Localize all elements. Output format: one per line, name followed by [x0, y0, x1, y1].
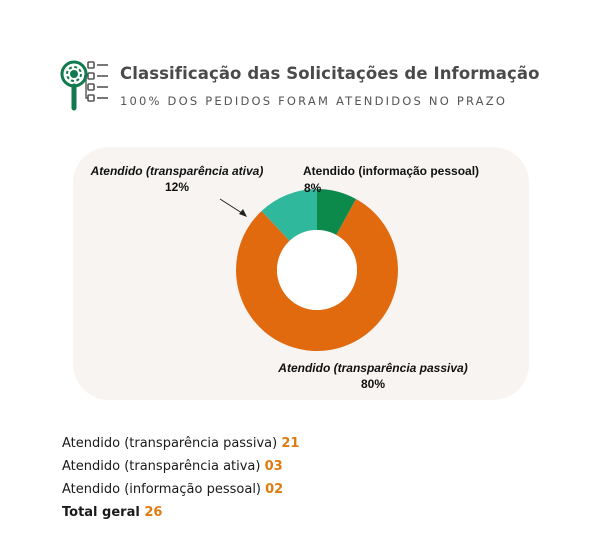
slice-label-informacao-pessoal: Atendido (informação pessoal): [303, 164, 479, 178]
slice-label-transparencia-passiva: Atendido (transparência passiva): [277, 361, 467, 375]
slice-percent-transparencia-passiva: 80%: [361, 377, 385, 391]
label-arrowhead: [239, 209, 247, 217]
header: Classificação das Solicitações de Inform…: [60, 56, 580, 116]
summary-row-informacao-pessoal: Atendido (informação pessoal) 02: [62, 482, 299, 505]
chart-panel: Atendido (transparência ativa) 12% Atend…: [73, 147, 529, 400]
slice-percent-transparencia-ativa: 12%: [165, 180, 189, 194]
search-document-gear-icon: [60, 60, 108, 111]
total-value: 26: [144, 505, 163, 520]
slice-transparencia-ativa: [261, 189, 317, 241]
summary-value: 03: [264, 459, 283, 474]
summary-value: 02: [265, 482, 284, 497]
summary-list: Atendido (transparência passiva) 21 Aten…: [62, 436, 299, 528]
summary-row-transparencia-passiva: Atendido (transparência passiva) 21: [62, 436, 299, 459]
slice-percent-informacao-pessoal: 8%: [304, 181, 322, 195]
slice-informacao-pessoal: [317, 189, 357, 235]
page-title: Classificação das Solicitações de Inform…: [120, 64, 540, 83]
summary-label: Atendido (transparência ativa): [62, 459, 261, 474]
slice-transparencia-passiva: [235, 199, 398, 351]
donut-hole: [277, 230, 357, 310]
summary-label: Atendido (informação pessoal): [62, 482, 261, 497]
summary-row-total: Total geral 26: [62, 505, 299, 528]
page-subtitle: 100% DOS PEDIDOS FORAM ATENDIDOS NO PRAZ…: [120, 94, 508, 108]
donut-chart: Atendido (transparência ativa) 12% Atend…: [90, 164, 479, 391]
summary-row-transparencia-ativa: Atendido (transparência ativa) 03: [62, 459, 299, 482]
summary-label: Atendido (transparência passiva): [62, 436, 278, 451]
slice-label-transparencia-ativa: Atendido (transparência ativa): [90, 164, 264, 178]
total-label: Total geral: [62, 505, 140, 520]
summary-value: 21: [281, 436, 300, 451]
